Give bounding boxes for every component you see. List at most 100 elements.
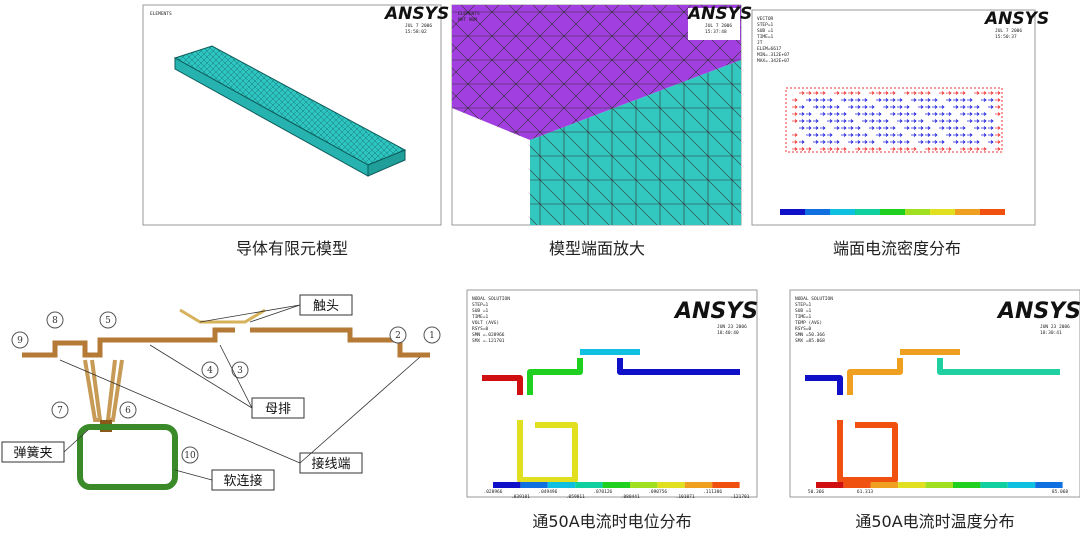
arrow	[988, 126, 994, 130]
colorbar-swatch	[955, 209, 980, 215]
time: 18:40:40	[717, 330, 739, 336]
logo: ANSYS	[983, 9, 1049, 29]
colorbar-label: 85.068	[1052, 489, 1069, 495]
arrow	[981, 98, 987, 102]
arrow	[841, 133, 847, 137]
arrow	[911, 126, 917, 130]
header: SUB =1	[795, 308, 812, 314]
header: SMX =.121701	[472, 338, 505, 344]
arrow	[813, 98, 819, 102]
legend-bg	[688, 8, 740, 40]
slab-side	[174, 57, 369, 177]
arrow	[911, 147, 917, 151]
arrow	[841, 147, 847, 151]
header: STEP=1	[795, 302, 812, 308]
arrow	[967, 98, 973, 102]
colorbar-label: .039181	[511, 494, 530, 500]
arrow	[967, 140, 973, 144]
arrow	[995, 112, 1001, 116]
header: RSYS=0	[472, 326, 489, 332]
date: JUN 23 2006	[1040, 324, 1070, 330]
header: STEP=1	[472, 302, 489, 308]
arrow	[869, 112, 875, 116]
arrow	[862, 147, 868, 151]
colorbar-label: .028966	[484, 489, 503, 495]
logo: ANSYS	[996, 299, 1080, 324]
callout-number: 6	[125, 406, 131, 416]
header: TEMP (AVG)	[795, 320, 822, 326]
arrow	[862, 119, 868, 123]
conductor	[837, 420, 898, 483]
arrow	[890, 147, 896, 151]
arrow	[792, 133, 798, 137]
time: 15:50:37	[995, 34, 1017, 40]
arrow	[967, 105, 973, 109]
arrow	[939, 126, 945, 130]
arrow	[995, 147, 1001, 151]
arrow	[834, 112, 840, 116]
arrow	[911, 133, 917, 137]
callout-circle	[119, 401, 137, 419]
arrow	[820, 140, 826, 144]
arrow	[953, 126, 959, 130]
colorbar-swatch	[930, 209, 955, 215]
arrow	[974, 126, 980, 130]
arrow	[799, 126, 805, 130]
arrow	[904, 147, 910, 151]
arrow	[827, 119, 833, 123]
panel	[466, 289, 758, 498]
arrow	[904, 112, 910, 116]
assembly-diagram: 1 2 3 4 5 6 7 8 9 10 触头 母排 弹簧夹 接线端 软连接	[1, 294, 441, 491]
arrow	[974, 119, 980, 123]
arrow	[883, 98, 889, 102]
arrow	[897, 98, 903, 102]
arrow	[995, 140, 1001, 144]
leader-lines	[59, 304, 421, 481]
arrow	[862, 112, 868, 116]
arrow	[960, 91, 966, 95]
arrow	[813, 140, 819, 144]
conductor	[617, 358, 740, 375]
label: 触头	[313, 299, 339, 314]
arrow	[988, 91, 994, 95]
arrow	[848, 91, 854, 95]
arrow	[960, 112, 966, 116]
flexible-link	[77, 424, 178, 490]
arrow	[813, 126, 819, 130]
arrow	[995, 133, 1001, 137]
colorbar-label: .111386	[703, 489, 722, 495]
arrow	[967, 112, 973, 116]
arrow	[834, 119, 840, 123]
arrow	[995, 98, 1001, 102]
header: TIME=1	[757, 34, 774, 40]
arrow	[876, 147, 882, 151]
arrow	[939, 119, 945, 123]
arrow	[890, 112, 896, 116]
arrow	[946, 126, 952, 130]
callout-number: 4	[207, 366, 213, 376]
colorbar-swatch	[830, 209, 855, 215]
arrow	[876, 98, 882, 102]
arrow	[869, 140, 875, 144]
arrow	[876, 91, 882, 95]
colorbar-label: .070126	[593, 489, 612, 495]
arrow	[960, 126, 966, 130]
arrow	[974, 140, 980, 144]
colorbar-label: .059811	[566, 494, 585, 500]
arrow	[799, 140, 805, 144]
arrow	[890, 126, 896, 130]
arrow	[883, 133, 889, 137]
face-top	[452, 5, 741, 140]
arrow	[953, 91, 959, 95]
arrow	[855, 126, 861, 130]
arrow	[897, 147, 903, 151]
arrow	[834, 91, 840, 95]
header: NODAL SOLUTION	[472, 296, 510, 302]
arrow	[925, 126, 931, 130]
arrow	[918, 140, 924, 144]
caption: 通50A电流时电位分布	[532, 512, 691, 531]
arrow	[946, 119, 952, 123]
arrow	[813, 105, 819, 109]
arrow	[939, 105, 945, 109]
arrow	[862, 105, 868, 109]
